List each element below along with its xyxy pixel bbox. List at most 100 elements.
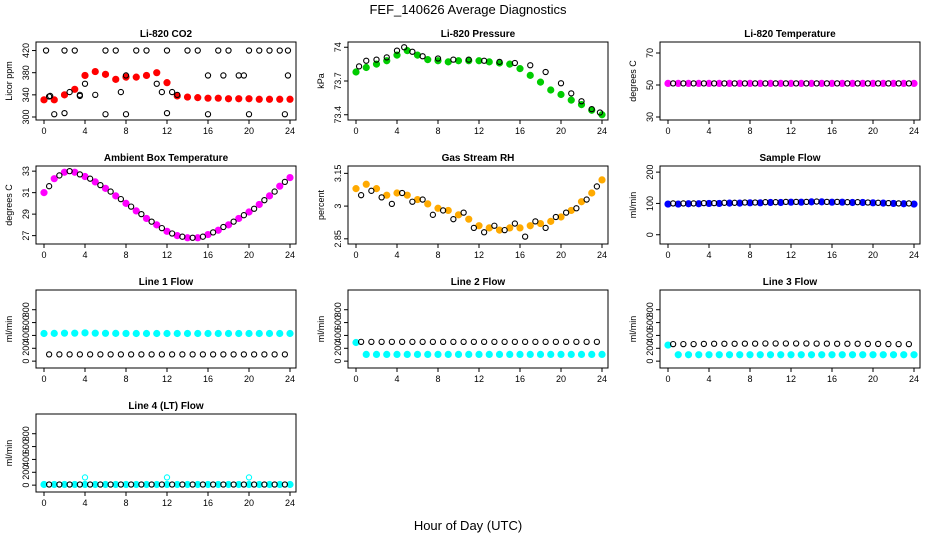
data-point [910,351,918,359]
x-tick-label: 4 [82,250,87,260]
x-tick-label: 0 [41,126,46,136]
x-tick-label: 0 [353,374,358,384]
data-point [879,199,887,207]
data-point [189,234,196,241]
data-point [362,350,370,358]
y-tick-label: 300 [21,109,31,124]
data-point [225,47,232,54]
y-tick-label: 2.85 [333,230,343,248]
y-axis-title: Licor ppm [4,61,14,101]
data-point [40,329,48,338]
data-point [117,351,125,358]
data-point [199,233,207,240]
data-point [828,79,836,88]
x-tick-label: 16 [827,126,837,136]
data-point [255,329,263,338]
data-point [235,480,243,489]
x-tick-label: 0 [665,250,670,260]
data-point [261,351,268,358]
data-point [889,199,898,208]
data-point [398,189,406,197]
x-tick-label: 0 [665,126,670,136]
data-point [900,79,908,88]
data-point [184,47,191,54]
x-tick-label: 4 [394,250,399,260]
x-tick-label: 8 [123,374,128,384]
data-point [174,91,181,98]
data-point [383,54,390,61]
data-point [900,351,908,359]
data-point [542,68,549,76]
data-point [133,47,140,54]
data-point [220,223,227,231]
y-tick-label: 340 [21,87,31,102]
data-point [596,109,604,116]
data-point [511,59,519,67]
data-point [429,338,437,346]
x-tick-label: 4 [706,126,711,136]
data-point [669,200,677,207]
data-point [485,350,493,358]
data-point [183,329,192,338]
x-tick-label: 8 [747,250,752,260]
data-point [245,47,253,54]
data-point [680,340,687,348]
x-tick-label: 8 [435,250,440,260]
data-point [102,47,109,54]
data-point [669,340,677,348]
panel-title: Line 3 Flow [763,277,818,288]
data-point [751,340,759,347]
data-point [542,224,549,232]
data-point [240,351,248,358]
data-point [163,480,171,489]
data-point [777,198,785,207]
data-point [833,340,841,347]
data-point [813,80,820,87]
data-point [885,199,892,207]
data-point [168,230,176,237]
data-point [721,340,728,347]
data-point [245,208,253,216]
data-point [357,338,365,346]
y-tick-label: 73.4 [333,106,343,124]
data-point [143,47,150,54]
data-point [782,340,790,347]
x-tick-label: 0 [41,374,46,384]
plot-frame [659,41,921,121]
data-point [710,340,718,347]
data-point [741,199,749,206]
y-tick-label: 400 [645,328,655,343]
data-point [429,211,437,218]
data-point [265,480,274,489]
data-point [746,351,754,359]
data-point [854,340,861,347]
data-point [47,92,54,100]
data-point [674,79,682,88]
data-point [220,481,227,488]
data-point [163,109,171,117]
data-point [168,351,176,358]
panel-title: Gas Stream RH [442,153,515,164]
data-point [526,350,534,358]
data-point [725,79,734,88]
data-point [403,350,411,358]
x-tick-label: 4 [706,374,711,384]
x-tick-label: 24 [909,374,919,384]
data-point [787,198,795,206]
data-point [895,340,902,348]
data-point [741,80,749,87]
data-point [372,350,381,358]
data-point [434,350,442,358]
data-point [230,218,237,225]
data-point [122,73,130,81]
data-point [158,351,166,358]
data-point [60,329,69,337]
data-point [766,198,775,207]
data-point [265,329,274,338]
data-point [255,480,263,489]
data-point [142,214,151,223]
data-point [674,200,682,208]
data-point [751,199,759,206]
data-point [475,57,483,65]
data-point [756,199,764,207]
